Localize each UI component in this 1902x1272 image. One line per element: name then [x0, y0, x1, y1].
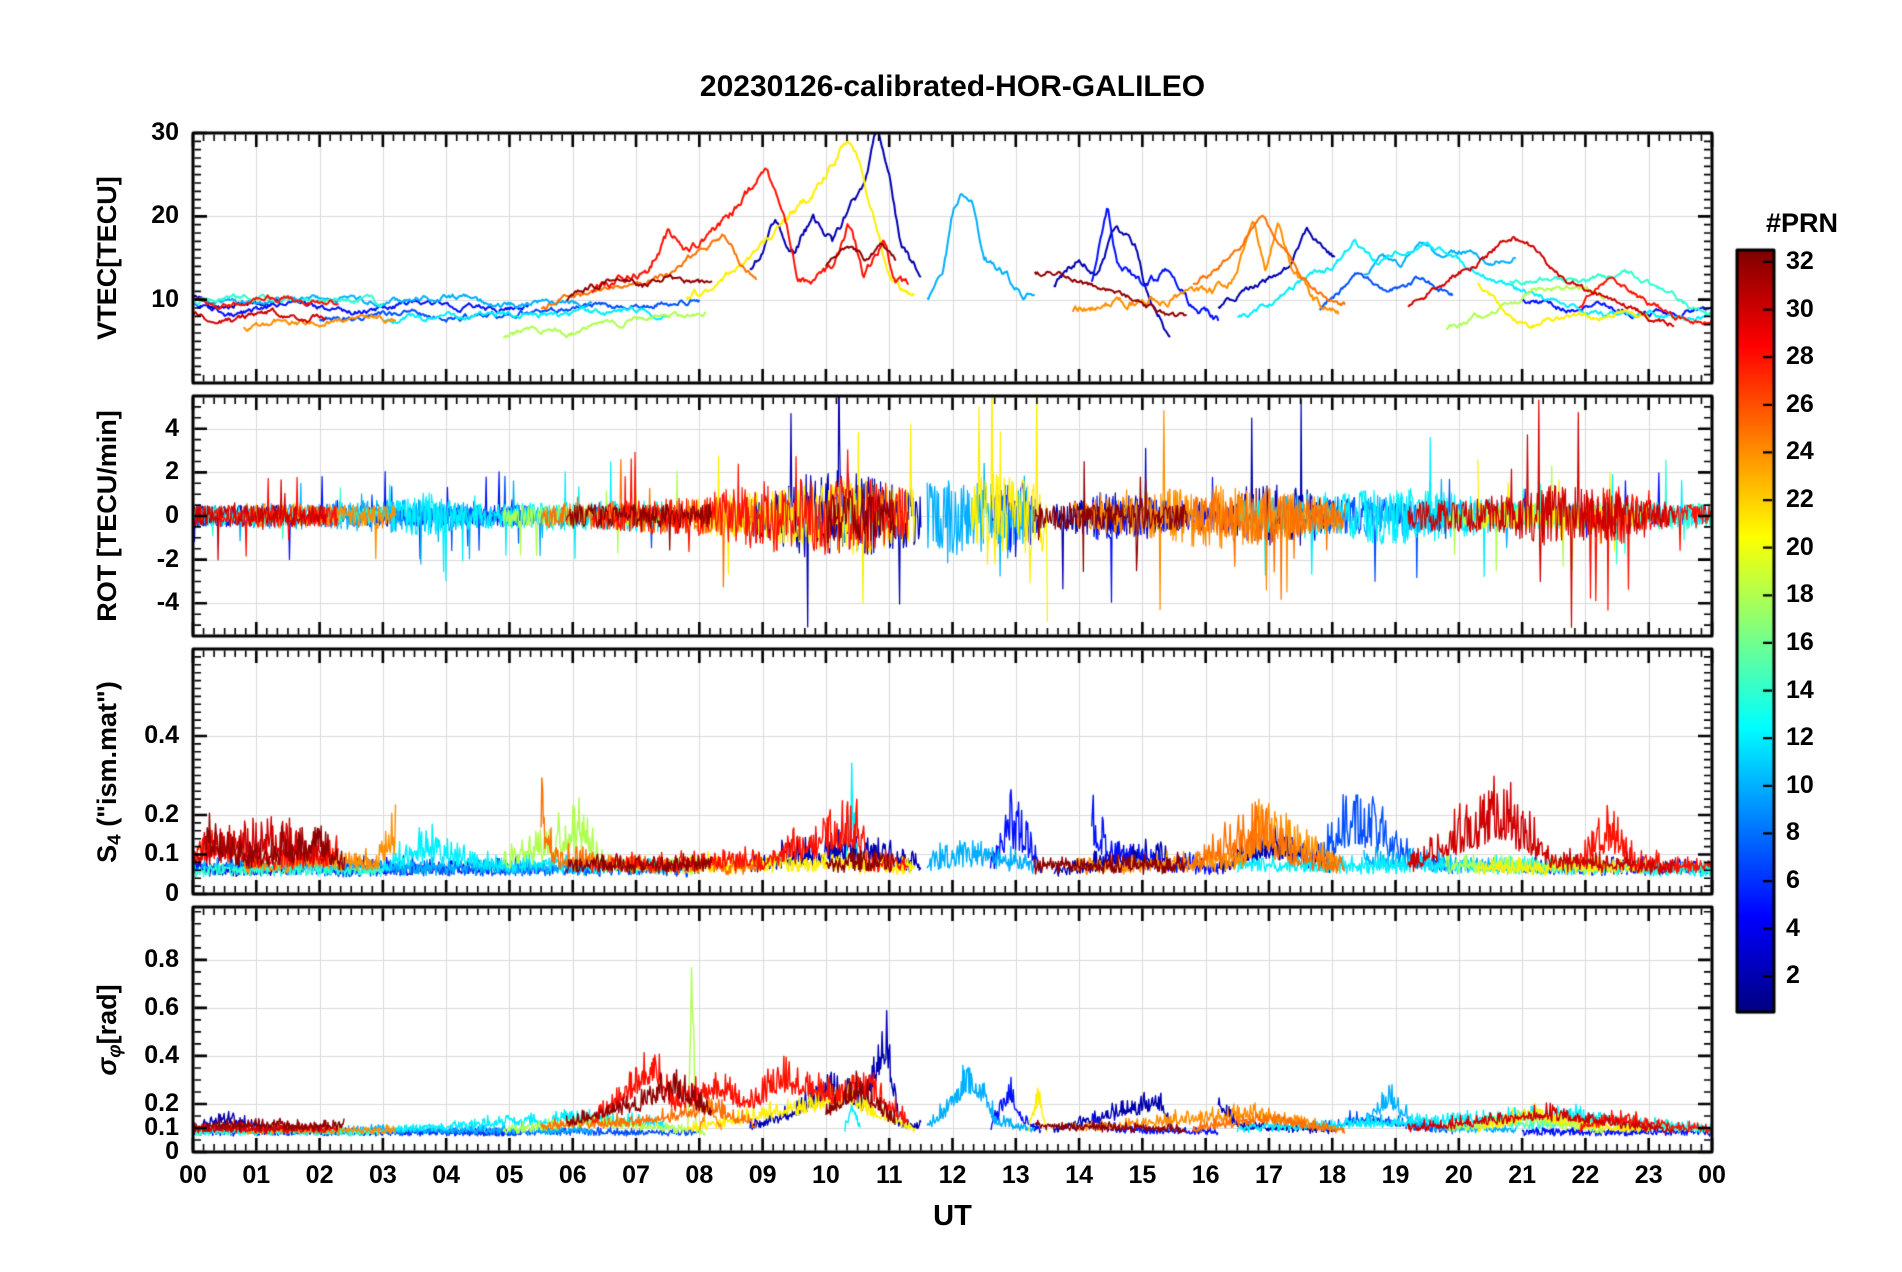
- x-tick-label: 13: [1001, 1161, 1030, 1189]
- x-tick-label: 19: [1381, 1161, 1410, 1189]
- y-tick-label: 0: [165, 1137, 179, 1165]
- colorbar-tick-label: 20: [1786, 532, 1814, 561]
- x-tick-label: 01: [242, 1161, 271, 1189]
- y-tick-label: 0.2: [144, 799, 179, 828]
- colorbar-tick-label: 14: [1786, 675, 1814, 704]
- x-tick-label: 12: [938, 1161, 967, 1189]
- colorbar-tick-label: 6: [1786, 866, 1800, 895]
- colorbar-tick-label: 10: [1786, 770, 1814, 799]
- y-tick-label: 0.4: [144, 720, 179, 749]
- x-tick-label: 11: [875, 1161, 903, 1189]
- x-tick-label: 15: [1128, 1161, 1157, 1189]
- x-tick-label: 02: [305, 1161, 334, 1189]
- y-axis-label: σφ[rad]: [92, 983, 126, 1076]
- colorbar-tick-label: 28: [1786, 342, 1814, 371]
- colorbar-tick-label: 32: [1786, 246, 1814, 275]
- x-tick-label: 21: [1508, 1161, 1537, 1189]
- x-tick-label: 14: [1065, 1161, 1093, 1189]
- x-tick-label: 20: [1444, 1161, 1473, 1189]
- y-tick-label: -2: [156, 544, 179, 573]
- colorbar-label: #PRN: [1765, 208, 1839, 238]
- y-tick-label: 0.1: [144, 1112, 179, 1141]
- x-tick-label: 18: [1318, 1161, 1347, 1189]
- x-tick-label: 07: [622, 1161, 650, 1189]
- x-axis-label: UT: [933, 1200, 972, 1232]
- colorbar-tick-label: 12: [1786, 723, 1814, 752]
- y-tick-label: 20: [151, 201, 179, 230]
- x-tick-label: 17: [1255, 1161, 1283, 1189]
- x-tick-label: 03: [368, 1161, 397, 1189]
- colorbar-tick-label: 4: [1786, 913, 1800, 942]
- y-tick-label: 0.1: [144, 839, 179, 868]
- x-tick-label: 00: [179, 1161, 207, 1189]
- y-tick-label: 0.8: [144, 944, 179, 973]
- x-tick-label: 05: [495, 1161, 524, 1189]
- x-tick-label: 10: [812, 1161, 840, 1189]
- y-tick-label: -4: [156, 588, 179, 617]
- y-tick-label: 10: [151, 284, 179, 313]
- x-tick-label: 08: [685, 1161, 714, 1189]
- y-tick-label: 0.4: [144, 1040, 179, 1069]
- colorbar-tick-label: 30: [1786, 294, 1814, 323]
- colorbar-tick-label: 24: [1786, 437, 1814, 466]
- x-tick-label: 22: [1571, 1161, 1600, 1189]
- colorbar-tick-label: 26: [1786, 389, 1814, 418]
- y-tick-label: 0.6: [144, 992, 179, 1021]
- colorbar-tick-label: 8: [1786, 818, 1800, 847]
- y-tick-label: 4: [165, 413, 179, 442]
- x-tick-label: 00: [1698, 1161, 1726, 1189]
- x-tick-label: 04: [432, 1161, 461, 1189]
- x-tick-label: 23: [1634, 1161, 1663, 1189]
- x-tick-label: 16: [1191, 1161, 1220, 1189]
- x-tick-label: 06: [558, 1161, 587, 1189]
- y-tick-label: 0: [165, 501, 179, 529]
- y-tick-label: 2: [165, 457, 179, 486]
- colorbar-tick-label: 22: [1786, 485, 1814, 514]
- colorbar-tick-label: 16: [1786, 627, 1814, 656]
- y-tick-label: 0: [165, 879, 179, 907]
- chart-title: 20230126-calibrated-HOR-GALILEO: [699, 70, 1206, 103]
- colorbar-tick-label: 18: [1786, 580, 1814, 609]
- x-tick-label: 09: [748, 1161, 777, 1189]
- y-tick-label: 0.2: [144, 1088, 179, 1117]
- colorbar-tick-label: 2: [1786, 961, 1800, 990]
- y-tick-label: 30: [151, 118, 179, 146]
